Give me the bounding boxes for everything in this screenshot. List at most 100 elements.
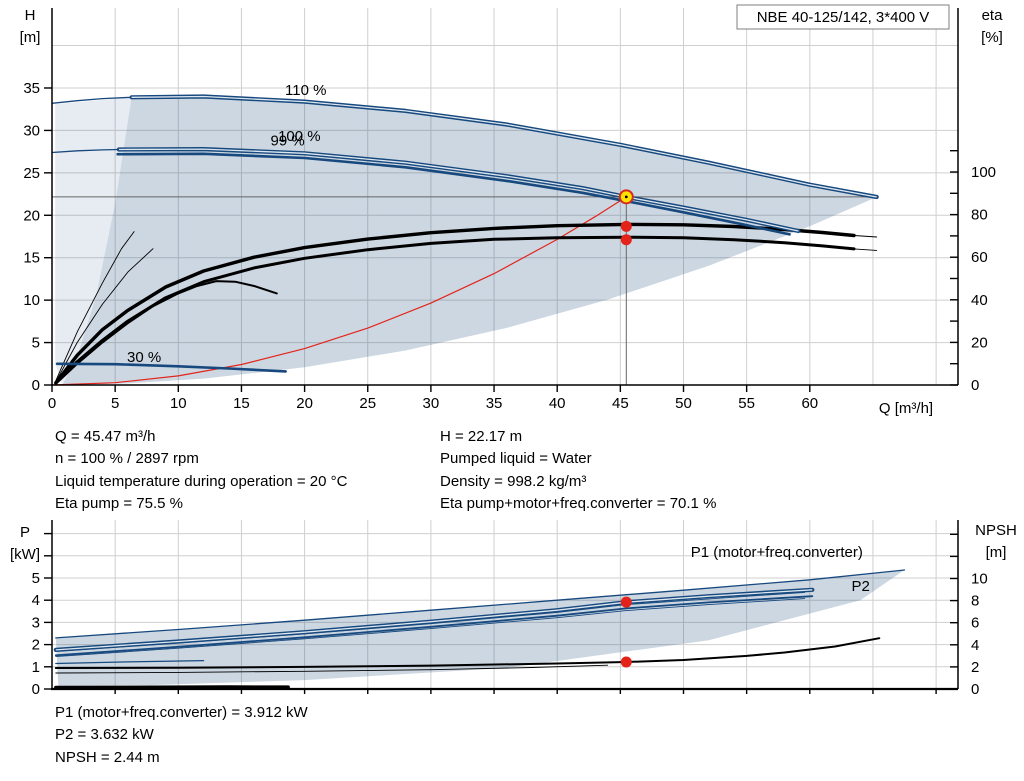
npsh-point[interactable] bbox=[620, 656, 632, 668]
p-curve-low-speed bbox=[55, 659, 205, 665]
liquid-temp-value: Liquid temperature during operation = 20… bbox=[55, 472, 348, 490]
x-tick-label: 20 bbox=[296, 395, 313, 412]
eta-curve-start-1 bbox=[55, 231, 135, 382]
speed-curve-110-lowflow bbox=[51, 96, 133, 104]
p1-curve-110 bbox=[55, 569, 906, 639]
h-axis-unit: [m] bbox=[20, 29, 41, 46]
q-axis-title: Q [m³/h] bbox=[879, 400, 933, 417]
flow-value: Q = 45.47 m³/h bbox=[55, 428, 156, 445]
p2-curve bbox=[54, 595, 814, 657]
x-tick-label: 50 bbox=[675, 395, 692, 412]
eta-pump-point[interactable] bbox=[620, 220, 632, 232]
x-tick-label: 10 bbox=[170, 395, 187, 412]
curve-label: P2 bbox=[851, 578, 869, 595]
npsh-axis-unit: [m] bbox=[986, 544, 1007, 561]
right-tick-label: 8 bbox=[971, 593, 979, 610]
affinity-curve bbox=[51, 196, 627, 386]
x-tick-label: 60 bbox=[801, 395, 818, 412]
left-tick-label: 4 bbox=[32, 592, 40, 609]
duty-point-info-left: Q = 45.47 m³/h n = 100 % / 2897 rpm Liqu… bbox=[55, 426, 347, 516]
speed-curve-100-lowflow bbox=[51, 148, 120, 154]
pump-model-badge bbox=[736, 4, 950, 30]
power-npsh-chart: 0 1 2 3 4 5 0 2 4 6 8 10 P1 (motor+freq.converter) P2 bbox=[32, 520, 988, 698]
right-tick-label: 10 bbox=[971, 571, 988, 588]
eta-total-point[interactable] bbox=[620, 234, 632, 246]
right-tick-label: 20 bbox=[971, 334, 988, 351]
envelope-left-band bbox=[55, 97, 132, 385]
speed-curve-100-core bbox=[118, 148, 799, 232]
h-axis-title: H bbox=[25, 7, 36, 24]
eta-total-curve-ext bbox=[853, 248, 878, 251]
right-tick-label: 60 bbox=[971, 249, 988, 266]
right-tick-label: 0 bbox=[971, 377, 979, 394]
left-tick-label: 10 bbox=[23, 292, 40, 309]
x-tick-label: 0 bbox=[48, 395, 56, 412]
x-tick-label: 45 bbox=[612, 395, 629, 412]
eta-curve-start-2 bbox=[55, 248, 154, 383]
npsh-curve-low bbox=[55, 664, 609, 674]
speed-value: n = 100 % / 2897 rpm bbox=[55, 450, 199, 468]
p1-curve-core bbox=[55, 589, 813, 651]
power-npsh-info: P1 (motor+freq.converter) = 3.912 kW P2 … bbox=[55, 702, 308, 769]
right-tick-label: 80 bbox=[971, 207, 988, 224]
curve-label: 100 % bbox=[278, 128, 321, 145]
left-tick-label: 5 bbox=[32, 335, 40, 352]
left-tick-label: 30 bbox=[23, 122, 40, 139]
p-axis-title: P bbox=[20, 524, 30, 541]
hq-eta-chart: 0 5 10 15 20 25 30 35 40 45 50 55 60 0 5 10 15 20 25 30 35 0 2… bbox=[23, 8, 996, 412]
x-tick-label: 25 bbox=[359, 395, 376, 412]
left-tick-label: 2 bbox=[32, 637, 40, 654]
left-tick-label: 0 bbox=[32, 681, 40, 698]
right-tick-label: 2 bbox=[971, 659, 979, 676]
speed-curve-110-core bbox=[131, 95, 877, 198]
curve-label: P1 (motor+freq.converter) bbox=[691, 544, 863, 561]
speed-curve-99 bbox=[116, 152, 791, 236]
right-tick-label: 4 bbox=[971, 637, 979, 654]
chart-overlay: NBE 40-125/142, 3*400 V H [m] eta [%] Q … bbox=[10, 4, 1017, 563]
npsh-axis-title: NPSH bbox=[975, 522, 1017, 539]
left-tick-label: 35 bbox=[23, 80, 40, 97]
eta-total-value: Eta pump+motor+freq.converter = 70.1 % bbox=[440, 495, 717, 513]
left-tick-label: 1 bbox=[32, 659, 40, 676]
x-tick-label: 40 bbox=[549, 395, 566, 412]
p-axis-unit: [kW] bbox=[10, 546, 40, 563]
left-tick-label: 0 bbox=[32, 377, 40, 394]
right-tick-label: 100 bbox=[971, 164, 996, 181]
p1-point[interactable] bbox=[620, 596, 632, 608]
p2-value: P2 = 3.632 kW bbox=[55, 726, 154, 744]
eta-pump-value: Eta pump = 75.5 % bbox=[55, 495, 183, 513]
pumped-liquid: Pumped liquid = Water bbox=[440, 450, 592, 468]
eta-axis-unit: [%] bbox=[981, 29, 1003, 46]
x-tick-label: 15 bbox=[233, 395, 250, 412]
right-tick-label: 0 bbox=[971, 681, 979, 698]
curve-label: 99 % bbox=[270, 133, 304, 150]
eta-pump-curve-ext bbox=[853, 235, 878, 238]
left-tick-label: 15 bbox=[23, 250, 40, 267]
pump-model-label: NBE 40-125/142, 3*400 V bbox=[757, 9, 930, 26]
npsh-curve-30 bbox=[54, 685, 290, 690]
x-tick-label: 30 bbox=[423, 395, 440, 412]
duty-point-info-right: H = 22.17 m Pumped liquid = Water Densit… bbox=[440, 426, 716, 516]
left-tick-label: 3 bbox=[32, 614, 40, 631]
speed-curve-30 bbox=[55, 362, 287, 373]
right-tick-label: 6 bbox=[971, 615, 979, 632]
left-tick-label: 25 bbox=[23, 165, 40, 182]
right-tick-label: 40 bbox=[971, 292, 988, 309]
p2-curve-99 bbox=[55, 598, 806, 658]
curve-label: 110 % bbox=[285, 82, 326, 99]
curve-label: 30 % bbox=[127, 349, 161, 366]
x-tick-label: 5 bbox=[111, 395, 119, 412]
eta-pump-curve bbox=[54, 222, 856, 385]
head-value: H = 22.17 m bbox=[440, 428, 523, 445]
duty-point-center bbox=[624, 195, 628, 199]
density-value: Density = 998.2 kg/m³ bbox=[440, 472, 587, 490]
left-tick-label: 20 bbox=[23, 207, 40, 224]
x-tick-label: 35 bbox=[486, 395, 503, 412]
left-tick-label: 5 bbox=[32, 570, 40, 587]
eta-axis-title: eta bbox=[982, 7, 1004, 24]
eta-total-curve bbox=[54, 235, 856, 385]
x-tick-label: 55 bbox=[738, 395, 755, 412]
npsh-value: NPSH = 2.44 m bbox=[55, 748, 160, 766]
